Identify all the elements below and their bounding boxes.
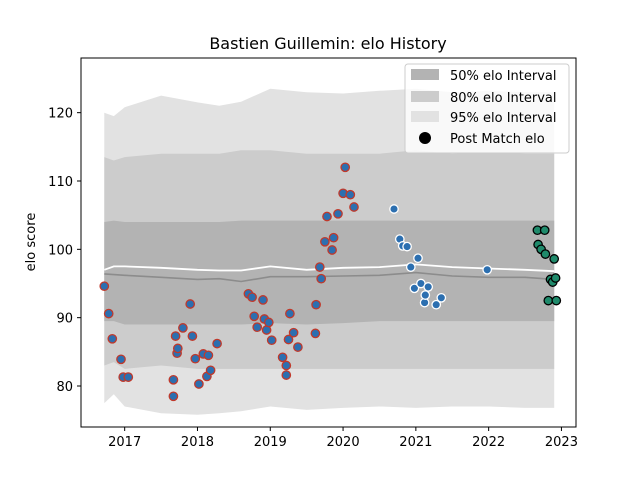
x-tick-label: 2020: [327, 435, 360, 450]
legend-label-80: 80% elo Interval: [450, 91, 557, 106]
x-tick-label: 2017: [108, 435, 141, 450]
data-point: [194, 379, 204, 389]
data-point: [190, 353, 201, 364]
data-point: [420, 290, 431, 300]
legend: 50% elo Interval 80% elo Interval 95% el…: [404, 63, 570, 154]
data-point: [327, 245, 337, 255]
data-point: [266, 335, 277, 346]
data-point: [178, 323, 188, 333]
data-point: [172, 343, 183, 354]
y-tick-label: 100: [48, 243, 73, 258]
data-point: [322, 211, 332, 222]
x-tick-label: 2021: [399, 435, 432, 450]
data-point: [549, 254, 560, 264]
post-match-points: [99, 162, 562, 402]
y-axis-ticks: 80 90 100 110 120: [48, 107, 81, 395]
data-point: [212, 338, 222, 349]
data-point: [436, 292, 447, 303]
data-point: [205, 365, 216, 376]
data-point: [423, 282, 434, 292]
data-point: [283, 334, 294, 345]
legend-label-50: 50% elo Interval: [450, 69, 557, 84]
data-point: [281, 370, 292, 380]
data-point: [333, 208, 343, 219]
data-point: [107, 333, 118, 344]
data-point: [285, 308, 295, 319]
data-point: [170, 331, 181, 341]
y-tick-label: 80: [56, 380, 73, 395]
legend-swatch-50: [411, 69, 439, 80]
legend-box: [404, 63, 570, 154]
data-point: [320, 236, 330, 247]
legend-marker-post-match: [419, 132, 431, 144]
data-point: [431, 299, 442, 310]
data-point: [168, 391, 179, 402]
data-point: [550, 273, 561, 283]
y-tick-label: 110: [48, 175, 73, 190]
chart-title: Bastien Guillemin: elo History: [209, 34, 446, 53]
x-tick-label: 2019: [254, 435, 287, 450]
legend-swatch-95: [411, 111, 439, 122]
data-point: [116, 354, 126, 365]
data-point: [340, 162, 351, 173]
data-point: [123, 372, 134, 382]
data-point: [316, 273, 327, 284]
data-point: [389, 204, 399, 214]
legend-swatch-80: [411, 91, 439, 102]
y-tick-label: 120: [48, 107, 73, 122]
data-point: [247, 292, 257, 303]
x-tick-label: 2022: [472, 435, 505, 450]
data-point: [328, 232, 339, 243]
median-line: [104, 271, 555, 283]
data-point: [288, 327, 299, 338]
data-point: [540, 249, 551, 259]
data-point: [310, 328, 321, 339]
data-point: [281, 360, 292, 371]
x-tick-label: 2023: [545, 435, 578, 450]
legend-label-post-match: Post Match elo: [450, 132, 545, 147]
legend-label-95: 95% elo Interval: [450, 111, 557, 126]
data-point: [543, 295, 554, 306]
data-point: [311, 299, 321, 310]
data-point: [409, 283, 420, 294]
data-point: [99, 281, 110, 292]
data-point: [263, 317, 274, 328]
data-point: [539, 225, 550, 236]
data-point: [252, 322, 263, 333]
plot-frame: [80, 57, 577, 428]
y-tick-label: 90: [56, 312, 73, 327]
trend-lines: [103, 263, 555, 283]
data-point: [345, 189, 356, 200]
data-point: [187, 331, 198, 341]
x-tick-label: 2018: [181, 435, 214, 450]
data-point: [293, 342, 303, 352]
data-point: [314, 262, 325, 272]
data-point: [203, 350, 214, 361]
data-point: [405, 262, 416, 272]
data-point: [349, 202, 359, 212]
data-point: [413, 253, 423, 264]
data-point: [402, 241, 412, 252]
data-point: [482, 264, 493, 275]
x-axis-ticks: 2017 2018 2019 2020 2021 2022 2023: [108, 427, 578, 450]
data-point: [277, 352, 288, 363]
mean-line: [103, 263, 555, 273]
data-point: [249, 311, 260, 322]
data-point: [258, 295, 268, 305]
data-point: [551, 295, 562, 306]
data-point: [168, 374, 179, 385]
data-point: [185, 299, 196, 309]
y-axis-title: elo score: [24, 213, 39, 272]
data-point: [103, 308, 114, 319]
